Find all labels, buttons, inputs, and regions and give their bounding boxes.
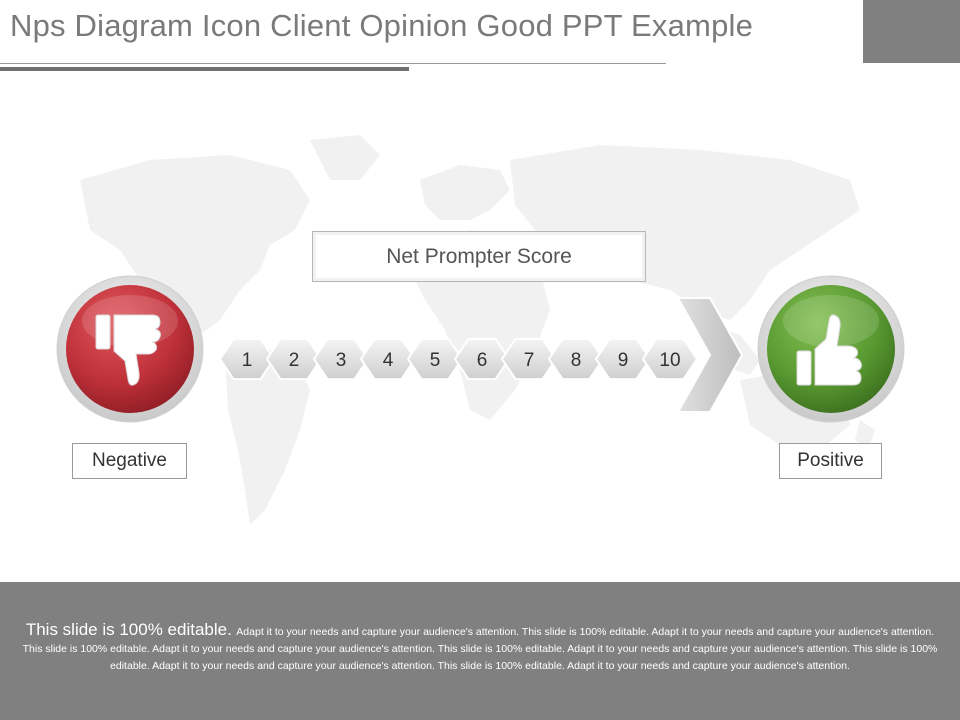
footer-lead-text: This slide is 100% editable.	[25, 620, 232, 639]
scale-step-3: 3	[312, 337, 370, 381]
scale-hexagon	[641, 337, 699, 381]
scale-step-5: 5	[406, 337, 464, 381]
scale-step-1: 1	[218, 337, 276, 381]
scale-step-9: 9	[594, 337, 652, 381]
scale-step-8: 8	[547, 337, 605, 381]
scale-number: 2	[289, 350, 300, 371]
scale-number: 6	[477, 350, 488, 371]
scale-number: 5	[430, 350, 441, 371]
scale-number: 3	[336, 350, 347, 371]
scale-hexagon	[547, 337, 605, 381]
thumbs-down-icon	[95, 314, 161, 386]
thumbs-up-icon	[796, 314, 862, 386]
scale-step-4: 4	[359, 337, 417, 381]
scale-number: 1	[242, 350, 253, 371]
negative-circle	[56, 275, 204, 423]
scale-step-6: 6	[453, 337, 511, 381]
corner-accent-block	[863, 0, 960, 63]
scale-number: 8	[571, 350, 582, 371]
scale-number: 4	[383, 350, 394, 371]
footer-banner: This slide is 100% editable. Adapt it to…	[0, 582, 960, 720]
scale-hexagon	[218, 337, 276, 381]
scale-step-2: 2	[265, 337, 323, 381]
scale-hexagon	[500, 337, 558, 381]
scale-hexagon	[406, 337, 464, 381]
scale-hexagon	[312, 337, 370, 381]
scale-number: 7	[524, 350, 535, 371]
scale-number: 9	[618, 350, 629, 371]
scale-step-10: 10	[641, 337, 699, 381]
positive-label: Positive	[779, 443, 882, 479]
scale-hexagon	[265, 337, 323, 381]
scale-hexagon	[453, 337, 511, 381]
scale-step-7: 7	[500, 337, 558, 381]
positive-circle	[757, 275, 905, 423]
footer-body-text: Adapt it to your needs and capture your …	[22, 626, 938, 672]
title-underline-thick	[0, 67, 409, 71]
title-underline-thin	[0, 63, 666, 64]
nps-scale: 1 2 3 4 5 6 7 8 9 10	[218, 297, 744, 413]
scale-number: 10	[659, 350, 680, 371]
slide-title: Nps Diagram Icon Client Opinion Good PPT…	[10, 8, 754, 43]
score-title-box: Net Prompter Score	[312, 231, 646, 282]
negative-label: Negative	[72, 443, 187, 479]
scale-hexagon	[359, 337, 417, 381]
scale-arrow	[676, 297, 744, 413]
scale-hexagons: 1 2 3 4 5 6 7 8 9 10	[218, 337, 699, 381]
scale-hexagon	[594, 337, 652, 381]
